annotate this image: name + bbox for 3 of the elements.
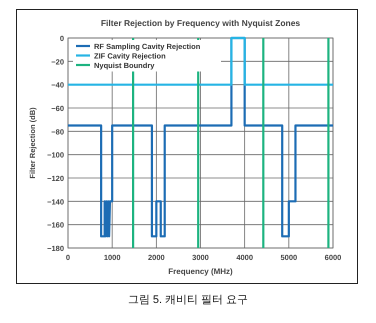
chart-title: Filter Rejection by Frequency with Nyquist Zones <box>100 18 300 28</box>
x-axis-title: Frequency (MHz) <box>168 267 234 276</box>
caption: 그림 5. 캐비티 필터 요구 <box>128 294 248 306</box>
